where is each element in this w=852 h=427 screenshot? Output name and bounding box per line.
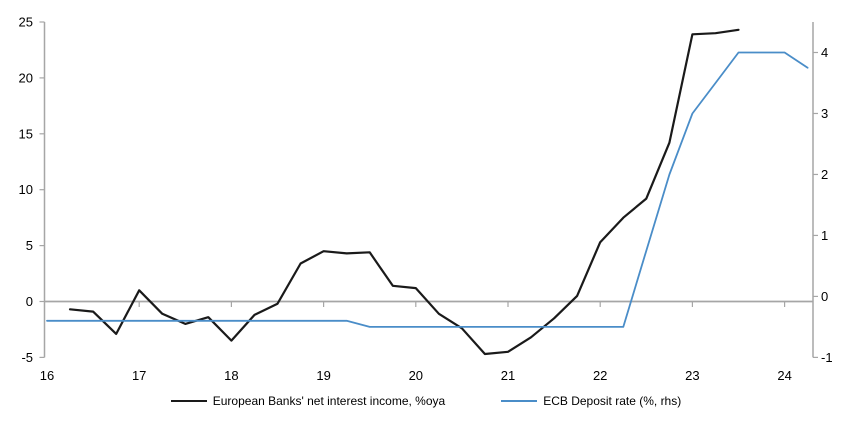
x-axis-tick-label: 16: [40, 368, 54, 383]
x-axis-tick-label: 19: [316, 368, 330, 383]
legend-label-ecb: ECB Deposit rate (%, rhs): [543, 394, 682, 408]
legend-item-ecb: ECB Deposit rate (%, rhs): [501, 394, 681, 408]
legend-label-nii: European Banks' net interest income, %oy…: [212, 394, 446, 408]
left-axis-tick-label: 0: [26, 294, 33, 309]
x-axis-tick-label: 17: [132, 368, 146, 383]
legend-item-nii: European Banks' net interest income, %oy…: [170, 394, 446, 408]
ecb-line-swatch: [501, 400, 538, 402]
left-axis-tick-label: 25: [19, 15, 33, 30]
right-axis-tick-label: -1: [821, 350, 833, 365]
right-axis-tick-label: 3: [821, 106, 828, 121]
right-axis-tick-label: 4: [821, 45, 828, 60]
x-axis-tick-label: 22: [593, 368, 607, 383]
x-axis-tick-label: 18: [224, 368, 238, 383]
left-axis-tick-label: 10: [19, 182, 33, 197]
left-axis-tick-label: 5: [26, 238, 33, 253]
x-axis-tick-label: 20: [409, 368, 423, 383]
legend: European Banks' net interest income, %oy…: [0, 394, 852, 408]
series-line-0: [68, 28, 740, 356]
left-axis-tick-label: -5: [21, 350, 33, 365]
right-axis-tick-label: 0: [821, 289, 828, 304]
series-line-1: [46, 51, 809, 328]
x-axis-tick-label: 21: [501, 368, 515, 383]
right-axis-tick-label: 1: [821, 228, 828, 243]
x-axis-tick-label: 24: [777, 368, 791, 383]
x-axis-tick-label: 23: [685, 368, 699, 383]
left-axis-tick-label: 20: [19, 70, 33, 85]
right-axis-tick-label: 2: [821, 167, 828, 182]
nii-line-swatch: [170, 400, 207, 402]
left-axis-tick-label: 15: [19, 126, 33, 141]
